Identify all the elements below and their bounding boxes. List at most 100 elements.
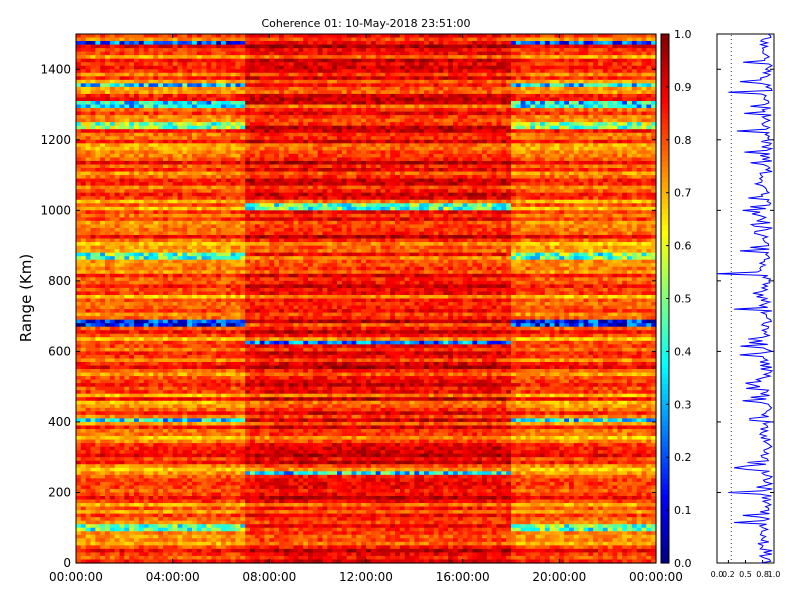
heatmap-cell <box>419 37 425 42</box>
heatmap-cell <box>114 93 121 99</box>
heatmap-cell <box>172 76 179 81</box>
heatmap-cell <box>100 37 106 42</box>
heatmap-cell <box>530 76 536 81</box>
heatmap-cell <box>211 37 217 42</box>
heatmap-cell <box>525 136 531 141</box>
heatmap-cell <box>636 44 643 49</box>
heatmap-cell <box>85 58 92 63</box>
heatmap-cell <box>477 150 483 155</box>
heatmap-cell <box>636 55 643 60</box>
heatmap-cell <box>153 41 159 46</box>
heatmap-cell <box>95 168 101 173</box>
heatmap-cell <box>414 93 420 99</box>
heatmap-cell <box>279 171 285 176</box>
heatmap-cell <box>486 34 493 39</box>
heatmap-cell <box>559 44 565 49</box>
heatmap-cell <box>308 55 314 60</box>
heatmap-cell <box>404 178 411 183</box>
heatmap-cell <box>143 111 150 116</box>
heatmap-cell <box>109 44 116 49</box>
heatmap-cell <box>134 122 140 127</box>
heatmap-cell <box>192 44 198 49</box>
heatmap-cell <box>322 153 328 159</box>
heatmap-cell <box>617 37 623 42</box>
heatmap-cell <box>583 93 589 99</box>
heatmap-cell <box>631 90 638 95</box>
heatmap-cell <box>250 44 256 49</box>
heatmap-cell <box>138 62 145 67</box>
heatmap-cell <box>308 44 314 49</box>
heatmap-cell <box>288 76 295 81</box>
heatmap-cell <box>569 93 575 99</box>
heatmap-cell <box>95 44 101 49</box>
heatmap-cell <box>225 150 232 155</box>
heatmap-cell <box>559 118 565 123</box>
heatmap-cell <box>167 125 174 130</box>
heatmap-cell <box>520 168 527 173</box>
heatmap-cell <box>332 139 338 144</box>
heatmap-cell <box>462 168 469 173</box>
heatmap-cell <box>192 143 198 148</box>
heatmap-cell <box>322 58 328 63</box>
heatmap-cell <box>114 55 121 60</box>
heatmap-cell <box>163 58 169 63</box>
heatmap-cell <box>356 129 362 134</box>
heatmap-cell <box>361 101 367 106</box>
heatmap-cell <box>216 153 222 159</box>
heatmap-cell <box>143 171 150 176</box>
heatmap-cell <box>554 58 560 63</box>
heatmap-cell <box>573 62 580 67</box>
heatmap-cell <box>515 65 522 70</box>
heatmap-cell <box>622 111 628 116</box>
heatmap-cell <box>332 48 338 53</box>
heatmap-cell <box>177 48 183 53</box>
heatmap-cell <box>564 157 570 162</box>
heatmap-cell <box>308 125 314 130</box>
heatmap-cell <box>167 93 174 99</box>
heatmap-cell <box>337 115 343 120</box>
heatmap-cell <box>143 146 150 151</box>
heatmap-cell <box>370 79 377 84</box>
heatmap-cell <box>366 153 372 159</box>
heatmap-cell <box>337 143 343 148</box>
heatmap-cell <box>482 136 488 141</box>
heatmap-cell <box>337 69 343 74</box>
heatmap-cell <box>298 146 304 151</box>
heatmap-cell <box>158 104 164 109</box>
heatmap-cell <box>428 153 435 159</box>
heatmap-cell <box>496 132 502 137</box>
heatmap-cell <box>250 76 256 81</box>
heatmap-cell <box>395 150 401 155</box>
heatmap-cell <box>298 118 304 123</box>
heatmap-cell <box>182 41 188 46</box>
heatmap-cell <box>109 97 116 102</box>
heatmap-cell <box>491 153 498 159</box>
heatmap-cell <box>559 132 565 137</box>
heatmap-cell <box>254 171 261 176</box>
heatmap-cell <box>390 132 396 137</box>
heatmap-cell <box>486 58 493 63</box>
heatmap-cell <box>351 58 357 63</box>
heatmap-cell <box>221 171 227 176</box>
heatmap-cell <box>511 150 517 155</box>
heatmap-cell <box>201 143 208 148</box>
heatmap-cell <box>370 97 377 102</box>
heatmap-cell <box>90 62 96 67</box>
heatmap-cells <box>76 34 657 564</box>
heatmap-cell <box>250 125 256 130</box>
heatmap-cell <box>341 76 348 81</box>
heatmap-cell <box>375 139 382 144</box>
heatmap-cell <box>419 146 425 151</box>
heatmap-cell <box>491 55 498 60</box>
heatmap-cell <box>593 55 599 60</box>
heatmap-cell <box>105 34 111 39</box>
heatmap-cell <box>201 139 208 144</box>
heatmap-cell <box>496 34 502 39</box>
heatmap-cell <box>327 76 333 81</box>
heatmap-cell <box>351 175 357 180</box>
heatmap-cell <box>148 55 154 60</box>
heatmap-cell <box>578 129 585 134</box>
heatmap-cell <box>390 37 396 42</box>
heatmap-cell <box>404 157 411 162</box>
heatmap-cell <box>361 143 367 148</box>
